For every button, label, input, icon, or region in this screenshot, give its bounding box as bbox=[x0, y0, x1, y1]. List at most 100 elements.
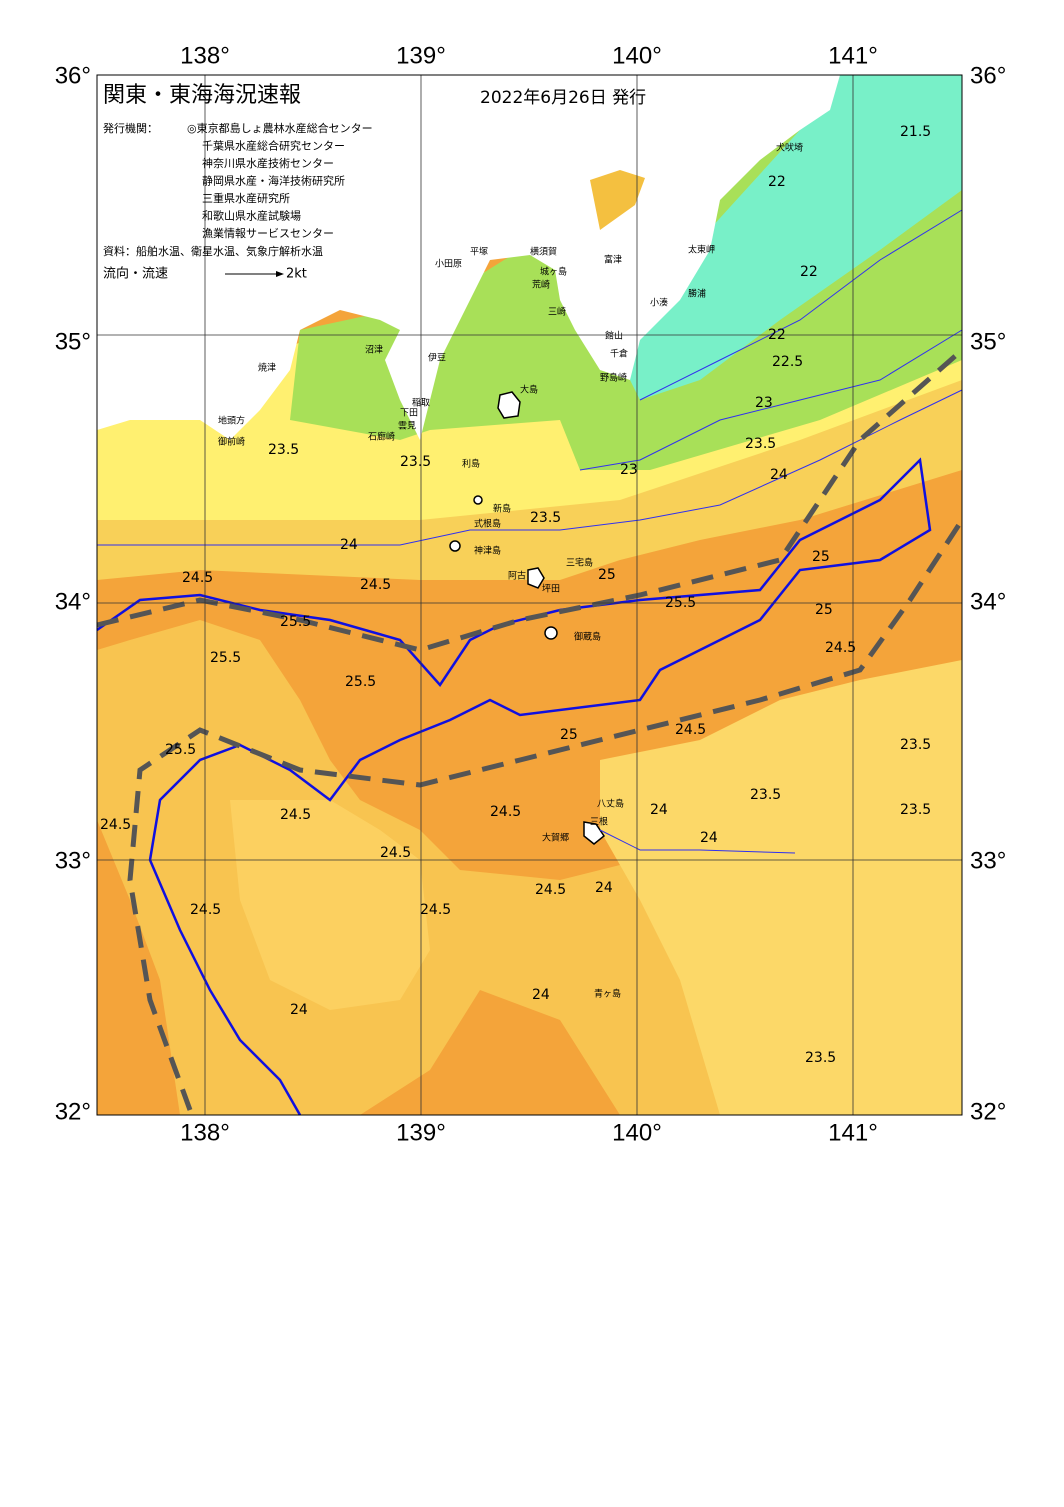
isotherm-label: 25.5 bbox=[345, 674, 376, 690]
isotherm-label: 24 bbox=[595, 880, 613, 896]
isotherm-label: 25 bbox=[560, 727, 578, 743]
isotherm-label: 25 bbox=[815, 602, 833, 618]
place-name: 大賀郷 bbox=[542, 832, 569, 844]
isotherm-label: 25.5 bbox=[665, 595, 696, 611]
isotherm-label: 24.5 bbox=[380, 845, 411, 861]
isotherm-label: 23.5 bbox=[900, 737, 931, 753]
lat-label: 36° bbox=[970, 62, 1006, 89]
isotherm-label: 22.5 bbox=[772, 354, 803, 370]
place-name: 勝浦 bbox=[688, 288, 706, 300]
agencies-label: 発行機関： bbox=[103, 121, 158, 135]
place-name: 大島 bbox=[520, 384, 538, 396]
agency: 千葉県水産総合研究センター bbox=[202, 139, 345, 153]
lon-label: 140° bbox=[612, 1119, 662, 1146]
place-name: 千倉 bbox=[610, 348, 628, 360]
lat-label: 35° bbox=[970, 328, 1006, 355]
isotherm-label: 22 bbox=[768, 174, 786, 190]
isotherm-label: 24 bbox=[770, 467, 788, 483]
isotherm-label: 22 bbox=[800, 264, 818, 280]
graticule bbox=[97, 75, 962, 1115]
agency: 三重県水産研究所 bbox=[202, 191, 290, 205]
isotherm-label: 24.5 bbox=[182, 570, 213, 586]
isotherm-label: 25 bbox=[598, 567, 616, 583]
island bbox=[449, 540, 461, 552]
tokyo-bay bbox=[590, 170, 645, 230]
legend-arrowhead bbox=[276, 271, 284, 277]
isotherm-label: 23.5 bbox=[900, 802, 931, 818]
place-name: 小湊 bbox=[650, 297, 668, 309]
isotherm-label: 24.5 bbox=[535, 882, 566, 898]
island bbox=[497, 391, 521, 419]
sea-cold bbox=[620, 75, 962, 400]
place-name: 八丈島 bbox=[597, 798, 624, 810]
place-name: 式根島 bbox=[474, 518, 501, 530]
place-name: 横須賀 bbox=[530, 246, 557, 258]
land bbox=[97, 75, 840, 440]
isotherm-label: 24 bbox=[650, 802, 668, 818]
isotherm-label: 23.5 bbox=[400, 454, 431, 470]
sea-zone bbox=[230, 800, 430, 1010]
place-name: 犬吠埼 bbox=[776, 142, 803, 154]
isotherm-label: 24.5 bbox=[420, 902, 451, 918]
isotherm-label: 22 bbox=[768, 327, 786, 343]
isotherm bbox=[599, 829, 796, 854]
lon-label: 138° bbox=[180, 1119, 230, 1146]
island bbox=[544, 626, 558, 640]
place-name: 太東岬 bbox=[688, 244, 715, 256]
place-name: 利島 bbox=[462, 458, 480, 470]
place-name: 神津島 bbox=[474, 545, 501, 557]
agency: 静岡県水産・海洋技術研究所 bbox=[202, 174, 345, 188]
place-name: 富津 bbox=[604, 254, 622, 266]
agency: ◎東京都島しょ農林水産総合センター bbox=[187, 121, 373, 135]
place-name: 御蔵島 bbox=[574, 631, 601, 643]
place-name: 小田原 bbox=[435, 259, 462, 270]
lon-label: 140° bbox=[612, 42, 662, 69]
dashed-line bbox=[127, 518, 965, 1111]
isotherm-label: 25.5 bbox=[210, 650, 241, 666]
isotherm-label: 25.5 bbox=[165, 742, 196, 758]
current-axis bbox=[96, 457, 932, 1116]
place-name: 下田 bbox=[400, 408, 418, 419]
place-name: 焼津 bbox=[258, 363, 276, 374]
legend-label: 流向・流速 bbox=[103, 266, 168, 282]
isotherm-label: 21.5 bbox=[900, 124, 931, 140]
agency: 神奈川県水産技術センター bbox=[202, 156, 334, 170]
place-name: 三根 bbox=[590, 816, 608, 828]
island bbox=[473, 495, 483, 505]
current-line bbox=[96, 457, 932, 1116]
place-name: 城ヶ島 bbox=[540, 266, 567, 278]
isotherm-label: 24 bbox=[290, 1002, 308, 1018]
isotherm-label: 24.5 bbox=[100, 817, 131, 833]
place-name: 野島崎 bbox=[600, 372, 627, 384]
place-name: 青ヶ島 bbox=[594, 988, 621, 1000]
place-name: 雲見 bbox=[398, 421, 416, 432]
isotherm-label: 23.5 bbox=[530, 510, 561, 526]
place-name: 新島 bbox=[493, 503, 511, 515]
lat-label: 32° bbox=[55, 1098, 91, 1125]
isotherm-label: 23.5 bbox=[745, 436, 776, 452]
isotherms bbox=[97, 209, 963, 854]
isotherm-label: 24 bbox=[340, 537, 358, 553]
agency: 和歌山県水産試験場 bbox=[202, 209, 301, 223]
isotherm-label: 23 bbox=[755, 395, 773, 411]
title: 関東・東海海況速報 bbox=[103, 83, 301, 108]
isotherm-label: 25.5 bbox=[280, 614, 311, 630]
isotherm-label: 24.5 bbox=[490, 804, 521, 820]
isotherm-label: 25 bbox=[812, 549, 830, 565]
place-name: 地頭方 bbox=[218, 415, 245, 427]
isotherm-label: 24 bbox=[700, 830, 718, 846]
issue-date: 2022年6月26日 発行 bbox=[480, 88, 646, 108]
kuroshio-axis bbox=[96, 348, 965, 1111]
lon-label: 139° bbox=[396, 1119, 446, 1146]
lat-label: 33° bbox=[55, 847, 91, 874]
isotherm-label: 23.5 bbox=[805, 1050, 836, 1066]
isotherm-label: 24.5 bbox=[675, 722, 706, 738]
place-name: 稲取 bbox=[412, 397, 430, 409]
isotherm-label: 23.5 bbox=[268, 442, 299, 458]
isotherm-label: 23 bbox=[620, 462, 638, 478]
isotherm bbox=[579, 329, 963, 471]
isotherm bbox=[639, 209, 963, 401]
source: 資料：船舶水温、衛星水温、気象庁解析水温 bbox=[103, 244, 323, 258]
island bbox=[583, 821, 606, 845]
